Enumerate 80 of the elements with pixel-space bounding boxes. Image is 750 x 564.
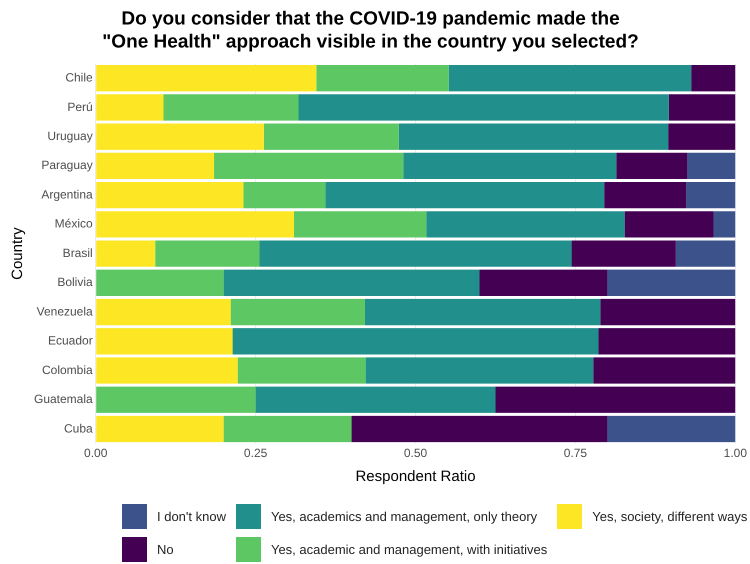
y-tick-label: Venezuela	[36, 304, 94, 318]
bar	[256, 386, 496, 413]
y-tick-label: Bolivia	[57, 275, 94, 290]
x-tick-label: 0.00	[84, 446, 108, 460]
bar	[96, 357, 238, 384]
bar	[259, 240, 572, 267]
bar	[714, 211, 736, 238]
bar	[264, 124, 399, 150]
y-tick-label: Uruguay	[47, 128, 93, 143]
bar	[600, 298, 736, 326]
bar	[238, 357, 366, 384]
bar	[366, 357, 594, 384]
bar	[96, 65, 316, 92]
y-tick-label: Chile	[65, 70, 94, 85]
bar	[572, 240, 676, 267]
legend-label: Yes, academics and management, only theory	[270, 509, 538, 524]
bar	[668, 124, 736, 150]
bar	[607, 416, 736, 442]
bar	[96, 152, 214, 180]
bar	[616, 152, 688, 180]
bar	[495, 386, 736, 413]
x-tick-label: 0.50	[404, 446, 428, 460]
x-tick-label: 1.00	[724, 446, 748, 460]
y-tick-label: Argentina	[41, 187, 94, 202]
bar	[691, 65, 736, 92]
legend-label: I don't know	[157, 509, 226, 524]
chart-title: Do you consider that the COVID-19 pandemic made the "One Health" approach visible in the country you selected?	[102, 8, 639, 52]
bar	[398, 124, 668, 150]
y-tick-label: México	[54, 216, 94, 231]
bar	[96, 416, 224, 442]
bar	[232, 328, 598, 354]
bar	[96, 298, 231, 326]
bar	[352, 416, 608, 442]
bar	[96, 386, 256, 413]
bar	[214, 152, 404, 180]
bar	[607, 270, 736, 296]
bar	[96, 240, 156, 267]
y-tick-label: Perú	[67, 100, 93, 114]
x-axis-title: Respondent Ratio	[355, 468, 476, 486]
bar	[316, 65, 449, 92]
bar	[96, 270, 224, 296]
x-tick-label: 0.75	[564, 446, 588, 460]
legend-label: Yes, society, different ways	[592, 509, 748, 524]
bar	[294, 211, 426, 238]
bar	[668, 94, 736, 121]
y-tick-label: Guatemala	[34, 392, 94, 406]
bar	[686, 182, 736, 208]
bar	[224, 270, 480, 296]
bar	[298, 94, 669, 121]
bar	[426, 211, 625, 238]
x-tick-label: 0.25	[244, 446, 268, 460]
bar	[598, 328, 736, 354]
legend-label: No	[157, 542, 174, 557]
bar	[448, 65, 692, 92]
bar	[96, 182, 244, 208]
bar	[604, 182, 686, 208]
bar	[479, 270, 608, 296]
y-tick-label: Brasil	[62, 246, 93, 260]
y-tick-label: Ecuador	[48, 334, 93, 348]
bar	[624, 211, 714, 238]
bar	[96, 94, 164, 121]
bar	[364, 298, 600, 326]
y-axis-title: Country	[9, 226, 26, 280]
bar	[593, 357, 736, 384]
bar	[403, 152, 616, 180]
y-tick-label: Cuba	[64, 421, 94, 436]
bar	[230, 298, 365, 326]
bar	[687, 152, 736, 180]
y-tick-label: Colombia	[42, 362, 94, 377]
bar	[224, 416, 352, 442]
y-tick-label: Paraguay	[41, 158, 93, 172]
bar	[676, 240, 736, 267]
bar	[96, 328, 233, 354]
bar	[96, 211, 294, 238]
bar	[243, 182, 326, 208]
bar	[164, 94, 298, 121]
bar	[325, 182, 604, 208]
legend-label: Yes, academic and management, with initiatives	[270, 542, 548, 557]
bar	[155, 240, 260, 267]
bar	[96, 124, 264, 150]
